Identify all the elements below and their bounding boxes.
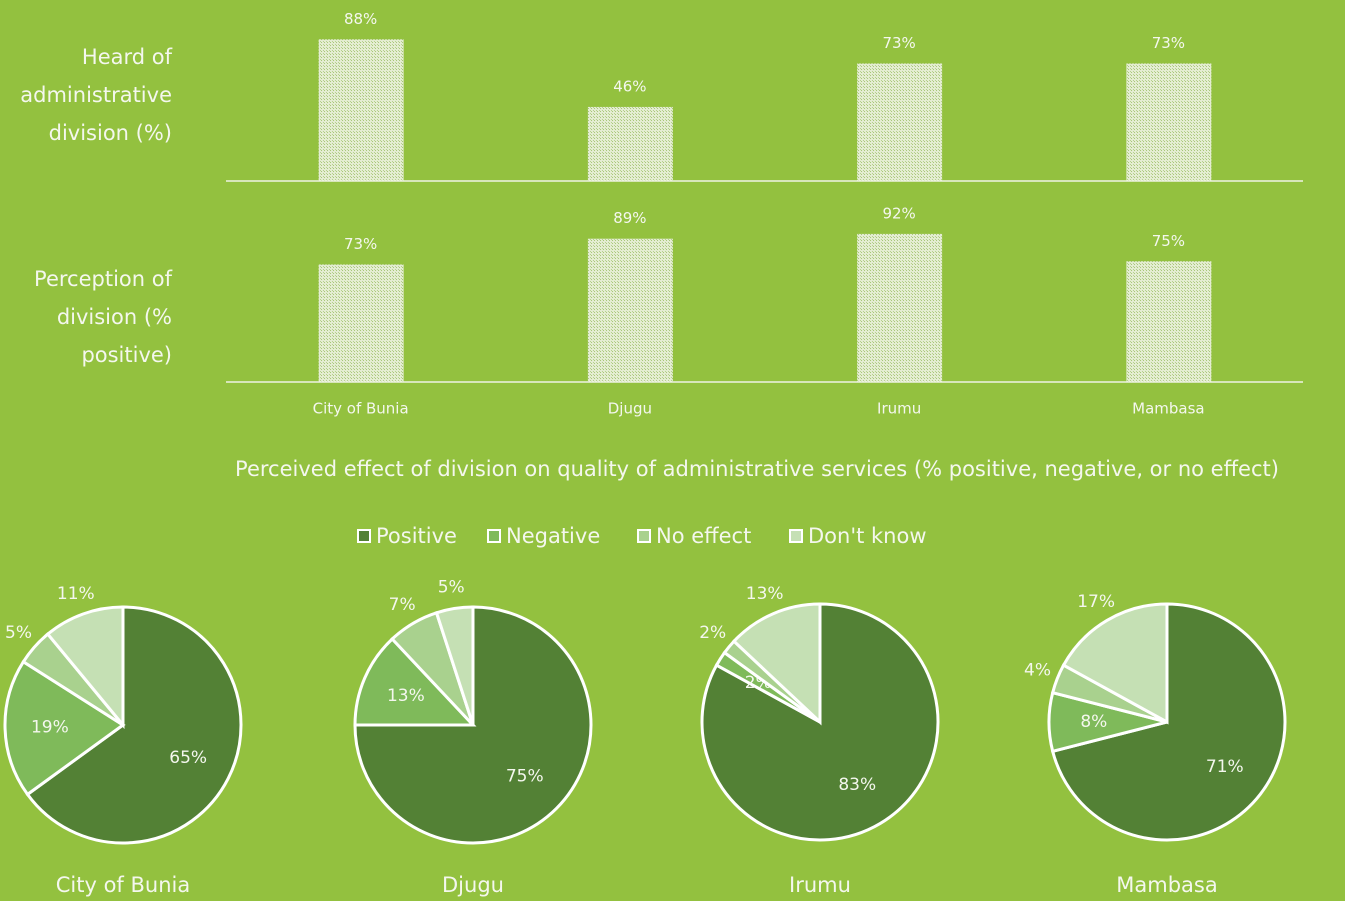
data-label: 83% — [838, 775, 876, 795]
pie-slice — [434, 605, 475, 726]
pie-slice — [25, 605, 243, 845]
legend-label: Don't know — [808, 524, 927, 548]
pie-name: Djugu — [442, 873, 504, 897]
data-label: 88% — [344, 10, 377, 28]
data-label: 7% — [389, 595, 416, 615]
pie-title: Perceived effect of division on quality … — [235, 457, 1279, 481]
data-label: 73% — [344, 235, 377, 253]
legend-label: Negative — [506, 524, 600, 548]
data-label: 8% — [1080, 712, 1107, 732]
legend-swatch — [637, 529, 651, 543]
data-label: 75% — [506, 767, 544, 787]
legend-swatch — [357, 529, 371, 543]
data-label: 19% — [31, 717, 69, 737]
data-label: 46% — [613, 77, 646, 95]
bar — [857, 233, 943, 382]
data-label: 2% — [699, 623, 726, 643]
legend-label: Positive — [376, 524, 457, 548]
pie-name: Irumu — [789, 873, 851, 897]
pie-slice — [353, 605, 593, 845]
data-label: 17% — [1077, 592, 1115, 612]
bar — [1126, 261, 1212, 382]
bar — [318, 264, 404, 382]
data-label: 4% — [1024, 661, 1051, 681]
data-label: 5% — [5, 623, 32, 643]
pie-slice — [3, 659, 126, 797]
data-label: 5% — [438, 577, 465, 597]
data-label: 13% — [746, 584, 784, 604]
data-label: 65% — [169, 748, 207, 768]
legend-swatch — [789, 529, 803, 543]
pie-slice — [731, 602, 822, 726]
data-label: 11% — [57, 584, 95, 604]
data-label: 75% — [1152, 232, 1185, 250]
bar — [857, 63, 943, 181]
pie-slice — [45, 605, 125, 730]
x-tick-label: City of Bunia — [313, 400, 409, 418]
data-label: 73% — [1152, 34, 1185, 52]
x-tick-label: Irumu — [877, 400, 921, 418]
pie-slice — [1061, 602, 1169, 725]
legend-swatch — [487, 529, 501, 543]
legend-label: No effect — [656, 524, 751, 548]
x-tick-label: Mambasa — [1132, 400, 1204, 418]
bar — [1126, 63, 1212, 181]
data-label: 13% — [387, 686, 425, 706]
x-tick-label: Djugu — [608, 400, 652, 418]
row-label: Perception of division (% positive) — [34, 267, 172, 367]
data-label: 92% — [882, 204, 915, 222]
data-label: 71% — [1206, 757, 1244, 777]
pie-slice — [353, 636, 477, 727]
pie-name: Mambasa — [1116, 873, 1217, 897]
bar — [587, 238, 673, 382]
data-label: 73% — [882, 34, 915, 52]
bar — [318, 39, 404, 181]
pie-name: City of Bunia — [56, 873, 190, 897]
data-label: 89% — [613, 209, 646, 227]
pie-slice — [1050, 602, 1287, 842]
row-label: Heard of administrative division (%) — [20, 45, 172, 145]
bar — [587, 106, 673, 181]
